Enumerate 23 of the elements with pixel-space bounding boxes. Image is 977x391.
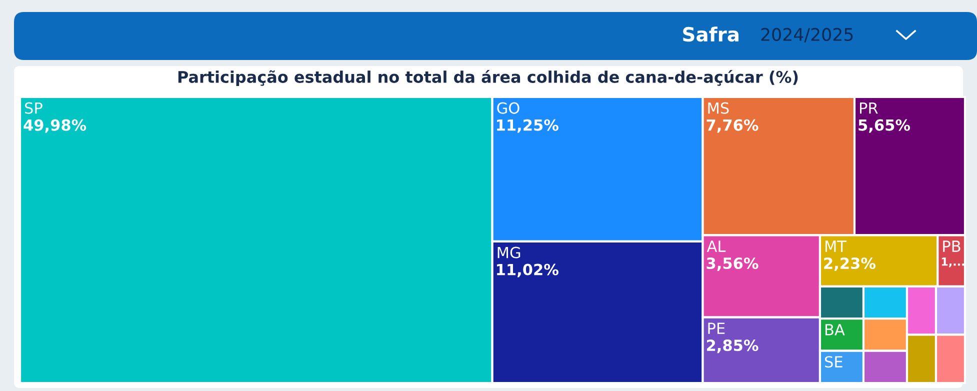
data-label: 11,02% [497,264,558,278]
data-label: 2,23% [824,257,876,271]
text: Participação estadual no total da área colhida de cana-de-açúcar (%) [178,70,798,86]
data-label: 3,56% [706,257,758,271]
category-label: SE [824,356,842,368]
category-label: PB [943,240,960,252]
data-label: 49,98% [24,119,86,133]
category-label: PE [708,322,725,334]
data-label: 1,... [942,258,964,268]
text: Safra [683,26,738,42]
category-label: MS [708,102,729,114]
category-label: GO [497,102,520,114]
data-label: 7,76% [706,119,758,133]
category-label: AL [706,240,726,252]
category-label: MG [498,246,520,258]
data-label: 11,25% [497,119,558,133]
category-label: PR [860,102,878,114]
text: 2024/2025 [761,28,853,42]
data-label: 5,65% [858,119,910,133]
category-label: SP [25,102,42,114]
category-label: MT [825,240,847,252]
category-label: BA [825,324,845,336]
data-label: 2,85% [706,340,758,354]
